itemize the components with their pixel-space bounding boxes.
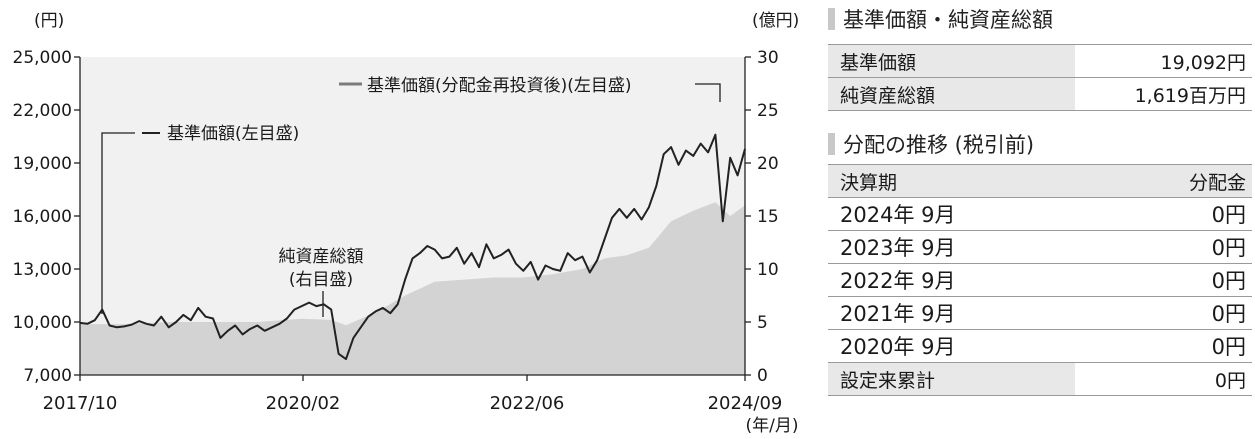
table-row: 2022年 9月 0円 [828, 264, 1252, 297]
x-tick-label: 2022/06 [490, 393, 565, 414]
reinvest-annotation: 基準価額(分配金再投資後)(左目盛) [367, 76, 632, 96]
period-cell: 2020年 9月 [828, 330, 1075, 363]
right-tick-label: 5 [757, 313, 768, 333]
amount-cell: 0円 [1075, 231, 1252, 264]
price-chart: 7,000 10,000 13,000 16,000 19,000 22,000 25,00… [0, 0, 815, 439]
amount-cell: 0円 [1075, 297, 1252, 330]
table-row: 純資産総額 1,619百万円 [828, 78, 1252, 111]
right-tick-label: 25 [757, 101, 779, 121]
nav-value: 19,092円 [1075, 45, 1252, 78]
left-tick-label: 13,000 [13, 260, 72, 280]
table-row: 2021年 9月 0円 [828, 297, 1252, 330]
left-tick-label: 19,000 [13, 154, 72, 174]
total-value: 0円 [1075, 363, 1252, 396]
right-tick-label: 20 [757, 154, 779, 174]
table-row: 基準価額 19,092円 [828, 45, 1252, 78]
x-tick-label: 2024/09 [708, 393, 783, 414]
amount-cell: 0円 [1075, 264, 1252, 297]
period-cell: 2024年 9月 [828, 198, 1075, 231]
period-cell: 2023年 9月 [828, 231, 1075, 264]
header-period: 決算期 [828, 165, 1075, 198]
left-tick-label: 22,000 [13, 101, 72, 121]
right-axis-unit: (億円) [752, 11, 799, 31]
x-tick-label: 2020/02 [266, 393, 341, 414]
dist-section-title-text: 分配の推移 (税引前) [843, 129, 1034, 159]
net-assets-label: 純資産総額 [828, 78, 1075, 111]
left-axis-unit: (円) [34, 11, 64, 31]
amount-cell: 0円 [1075, 198, 1252, 231]
right-tick-label: 0 [757, 366, 768, 386]
nav-section-title: 基準価額・純資産総額 [828, 2, 1053, 36]
total-label: 設定来累計 [828, 363, 1075, 396]
net-assets-value: 1,619百万円 [1075, 78, 1252, 111]
right-tick-label: 30 [757, 48, 779, 68]
header-amount: 分配金 [1075, 165, 1252, 198]
assets-annotation-line1: 純資産総額 [279, 247, 364, 267]
left-tick-label: 25,000 [13, 48, 72, 68]
nav-annotation: 基準価額(左目盛) [167, 124, 299, 144]
right-tick-label: 15 [757, 207, 779, 227]
nav-table: 基準価額 19,092円 純資産総額 1,619百万円 [828, 44, 1252, 111]
section-marker [828, 8, 835, 30]
x-axis-unit: (年/月) [746, 416, 799, 436]
assets-annotation-line2: (右目盛) [289, 270, 353, 290]
period-cell: 2021年 9月 [828, 297, 1075, 330]
right-tick-label: 10 [757, 260, 779, 280]
table-header-row: 決算期 分配金 [828, 165, 1252, 198]
table-row: 2024年 9月 0円 [828, 198, 1252, 231]
left-tick-label: 16,000 [13, 207, 72, 227]
dist-section-title: 分配の推移 (税引前) [828, 127, 1034, 161]
period-cell: 2022年 9月 [828, 264, 1075, 297]
x-tick-label: 2017/10 [43, 393, 118, 414]
table-row: 2023年 9月 0円 [828, 231, 1252, 264]
nav-section-title-text: 基準価額・純資産総額 [843, 4, 1053, 34]
amount-cell: 0円 [1075, 330, 1252, 363]
left-tick-label: 7,000 [23, 366, 72, 386]
left-tick-label: 10,000 [13, 313, 72, 333]
nav-label: 基準価額 [828, 45, 1075, 78]
table-total-row: 設定来累計 0円 [828, 363, 1252, 396]
distribution-table: 決算期 分配金 2024年 9月 0円 2023年 9月 0円 2022年 9月… [828, 164, 1252, 396]
table-row: 2020年 9月 0円 [828, 330, 1252, 363]
section-marker [828, 133, 835, 155]
